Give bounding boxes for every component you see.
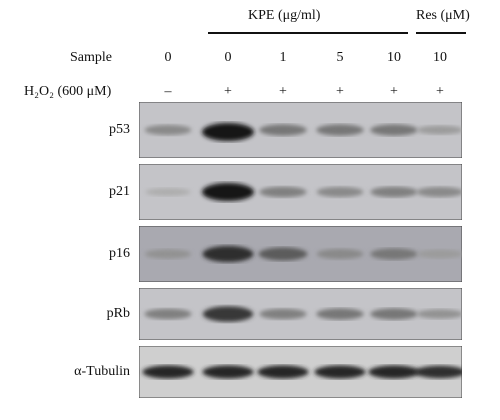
blot-panel-1 xyxy=(139,102,462,158)
sample-value-5: 10 xyxy=(387,50,401,65)
band-lane-3 xyxy=(259,308,307,320)
band-lane-6 xyxy=(416,309,462,319)
band-lane-6 xyxy=(417,249,462,259)
kpe-group-line xyxy=(208,32,408,34)
sample-value-2: 0 xyxy=(224,50,232,65)
sample-value-1: 0 xyxy=(164,50,172,65)
band-lane-4 xyxy=(316,124,364,136)
res-group-line xyxy=(416,32,466,34)
sample-value-6: 10 xyxy=(433,50,447,65)
band-lane-1 xyxy=(145,188,191,196)
h2o2-value-3: + xyxy=(279,84,287,99)
blot-label-2: p21 xyxy=(109,184,130,199)
band-lane-2 xyxy=(202,123,254,141)
blot-image-5 xyxy=(139,346,462,398)
band-lane-5 xyxy=(370,124,418,136)
band-lane-4 xyxy=(316,248,364,260)
band-lane-2 xyxy=(202,365,254,379)
blot-image-3 xyxy=(139,226,462,282)
h2o2-row-label: H₂O₂ (600 μM) xyxy=(24,84,112,99)
blot-panel-3 xyxy=(139,226,462,282)
blot-label-5: α-Tubulin xyxy=(74,364,130,379)
band-lane-4 xyxy=(316,186,364,198)
kpe-group-label: KPE (μg/ml) xyxy=(248,8,321,23)
sample-value-3: 1 xyxy=(279,50,287,65)
h2o2-value-5: + xyxy=(390,84,398,99)
band-lane-6 xyxy=(417,125,462,135)
blot-panel-4 xyxy=(139,288,462,340)
band-lane-5 xyxy=(370,186,418,198)
band-lane-5 xyxy=(368,365,420,379)
blot-label-1: p53 xyxy=(109,122,130,137)
band-lane-4 xyxy=(316,308,364,320)
blot-image-4 xyxy=(139,288,462,340)
band-lane-2 xyxy=(202,306,254,322)
blot-label-4: pRb xyxy=(106,306,130,321)
band-lane-3 xyxy=(259,186,307,198)
band-lane-3 xyxy=(259,124,307,136)
band-lane-6 xyxy=(416,186,462,198)
band-lane-1 xyxy=(144,308,192,320)
band-lane-5 xyxy=(370,248,418,260)
band-lane-2 xyxy=(202,245,254,263)
h2o2-value-2: + xyxy=(224,84,232,99)
sample-row-label: Sample xyxy=(70,50,112,65)
band-lane-3 xyxy=(258,247,308,261)
band-lane-5 xyxy=(370,308,418,320)
blot-image-1 xyxy=(139,102,462,158)
res-group-label: Res (μM) xyxy=(416,8,470,23)
band-lane-4 xyxy=(314,365,366,379)
blot-panel-5 xyxy=(139,346,462,398)
band-lane-1 xyxy=(144,249,192,259)
band-lane-1 xyxy=(142,365,194,379)
blot-panel-2 xyxy=(139,164,462,220)
h2o2-value-1: – xyxy=(164,84,172,99)
blot-image-2 xyxy=(139,164,462,220)
sample-value-4: 5 xyxy=(336,50,344,65)
h2o2-value-4: + xyxy=(336,84,344,99)
band-lane-1 xyxy=(144,124,192,136)
blot-label-3: p16 xyxy=(109,246,130,261)
band-lane-6 xyxy=(414,365,462,379)
band-lane-3 xyxy=(257,365,309,379)
band-lane-2 xyxy=(202,183,254,201)
h2o2-value-6: + xyxy=(436,84,444,99)
